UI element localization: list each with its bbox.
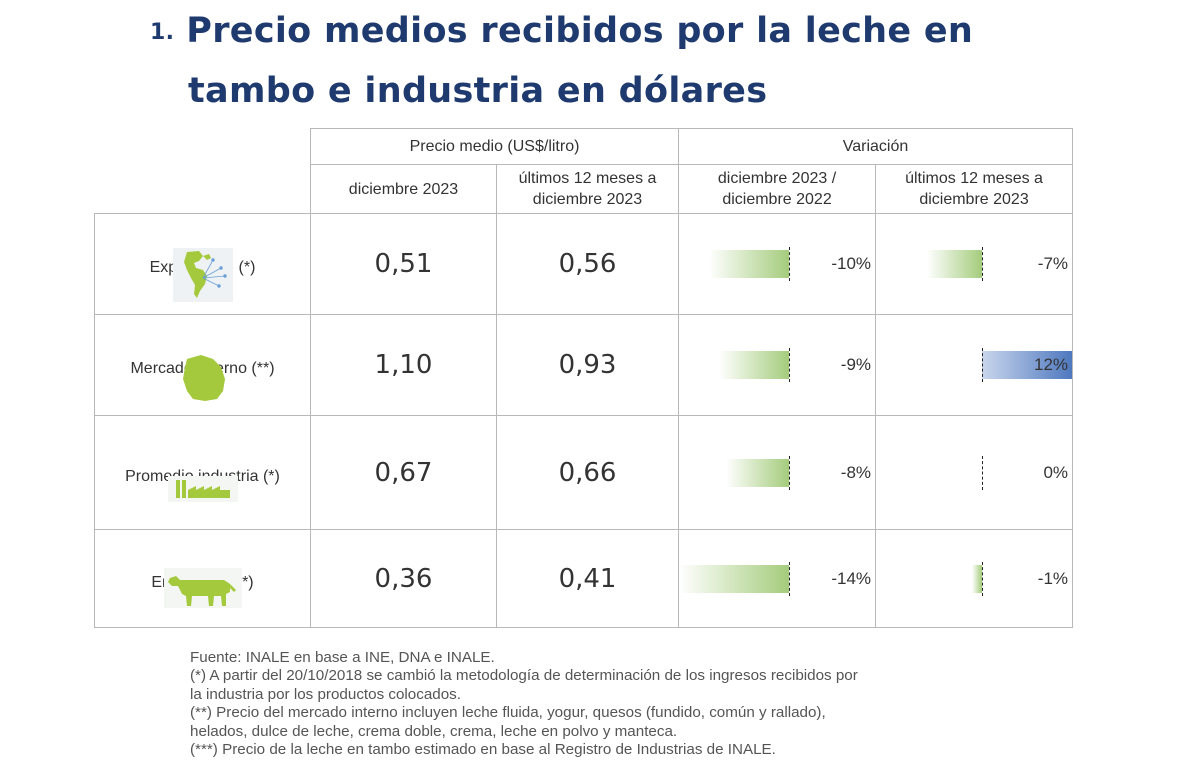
row-label-cell: Mercado Interno (**) (94, 314, 311, 416)
price-dec-value: 1,10 (310, 314, 497, 416)
footnote-line: (**) Precio del mercado interno incluyen… (190, 704, 826, 722)
var-dec-cell: -14% (678, 529, 877, 628)
footnote-line: (***) Precio de la leche en tambo estima… (190, 741, 776, 759)
var-12m-value: -1% (1037, 568, 1069, 588)
var-12m-bar (982, 351, 1073, 379)
header-price-group: Precio medio (US$/litro) (309, 128, 680, 165)
var-dec-bar (679, 564, 790, 593)
price-dec-value: 0,67 (310, 415, 497, 530)
var-dec-bar (719, 351, 790, 379)
price-table: Precio medio (US$/litro) Variación dicie… (94, 128, 1074, 628)
var-dec-axis (789, 455, 791, 490)
americas-map-icon (172, 248, 233, 302)
cow-icon (163, 568, 242, 608)
var-12m-value: 12% (1034, 355, 1069, 374)
header-col-12m: últimos 12 meses a diciembre 2023 (495, 164, 680, 214)
section-number: 1. (150, 20, 175, 45)
title-line-2: tambo e industria en dólares (188, 71, 768, 111)
table-row: En tambo (***) 0,36 0,41 -14% -1% (94, 529, 1074, 628)
var-12m-axis (982, 455, 984, 490)
var-12m-axis (982, 348, 984, 382)
source-note: Fuente: INALE en base a INE, DNA e INALE… (190, 649, 495, 666)
var-dec-cell: -8% (678, 415, 877, 530)
var-12m-cell: 0% (875, 415, 1074, 530)
footnote-line: la industria por los productos colocados… (190, 685, 461, 703)
var-dec-axis (789, 247, 791, 281)
price-dec-value: 0,36 (310, 529, 497, 628)
var-dec-cell: -10% (678, 213, 877, 315)
var-dec-bar (709, 250, 790, 278)
row-label-cell: Exportación (*) (94, 213, 311, 315)
table-row: Mercado Interno (**) 1,10 0,93 -9% 12% (94, 314, 1074, 416)
table-row: Promedio industria (*) 0,67 0,66 -8% 0% (94, 415, 1074, 530)
header-variation-group: Variación (678, 128, 1074, 165)
var-dec-bar (726, 458, 790, 487)
page-title: 1. Precio medios recibidos por la leche e… (150, 2, 973, 120)
price-dec-value: 0,51 (310, 213, 497, 315)
var-12m-cell: 12% (875, 314, 1074, 416)
var-12m-axis (982, 247, 984, 281)
var-dec-cell: -9% (678, 314, 877, 416)
var-dec-value: -14% (831, 568, 872, 588)
var-dec-axis (789, 348, 791, 382)
row-label-cell: En tambo (***) (94, 529, 311, 628)
var-dec-value: -8% (840, 462, 872, 482)
var-12m-bar (972, 564, 983, 593)
price-12m-value: 0,93 (495, 314, 680, 416)
price-12m-value: 0,41 (495, 529, 680, 628)
factory-icon (167, 476, 238, 502)
var-12m-value: -7% (1037, 254, 1069, 273)
row-label-cell: Promedio industria (*) (94, 415, 311, 530)
corner-blank (95, 129, 311, 165)
var-12m-axis (982, 561, 984, 596)
footnote-line: helados, dulce de leche, crema doble, cr… (190, 722, 678, 740)
footnote-line: (*) A partir del 20/10/2018 se cambió la… (190, 667, 858, 685)
var-dec-value: -10% (831, 254, 872, 273)
footnotes: Fuente: INALE en base a INE, DNA e INALE… (190, 649, 1030, 759)
var-dec-value: -9% (840, 355, 872, 374)
price-12m-value: 0,56 (495, 213, 680, 315)
corner-blank-2 (95, 165, 311, 214)
header-col-var-12m: últimos 12 meses a diciembre 2023 (875, 164, 1074, 214)
price-12m-value: 0,66 (495, 415, 680, 530)
header-col-var-dec: diciembre 2023 /diciembre 2022 (678, 164, 877, 214)
var-12m-cell: -1% (875, 529, 1074, 628)
uruguay-map-icon (182, 355, 225, 401)
var-dec-axis (789, 561, 791, 596)
title-line-1: Precio medios recibidos por la leche en (186, 11, 974, 51)
table-row: Exportación (*) 0,51 0,56 -10% -7% (94, 213, 1074, 315)
var-12m-cell: -7% (875, 213, 1074, 315)
header-col-dec-2023: diciembre 2023 (310, 164, 497, 214)
var-12m-value: 0% (1043, 462, 1069, 482)
var-12m-bar (927, 250, 983, 278)
